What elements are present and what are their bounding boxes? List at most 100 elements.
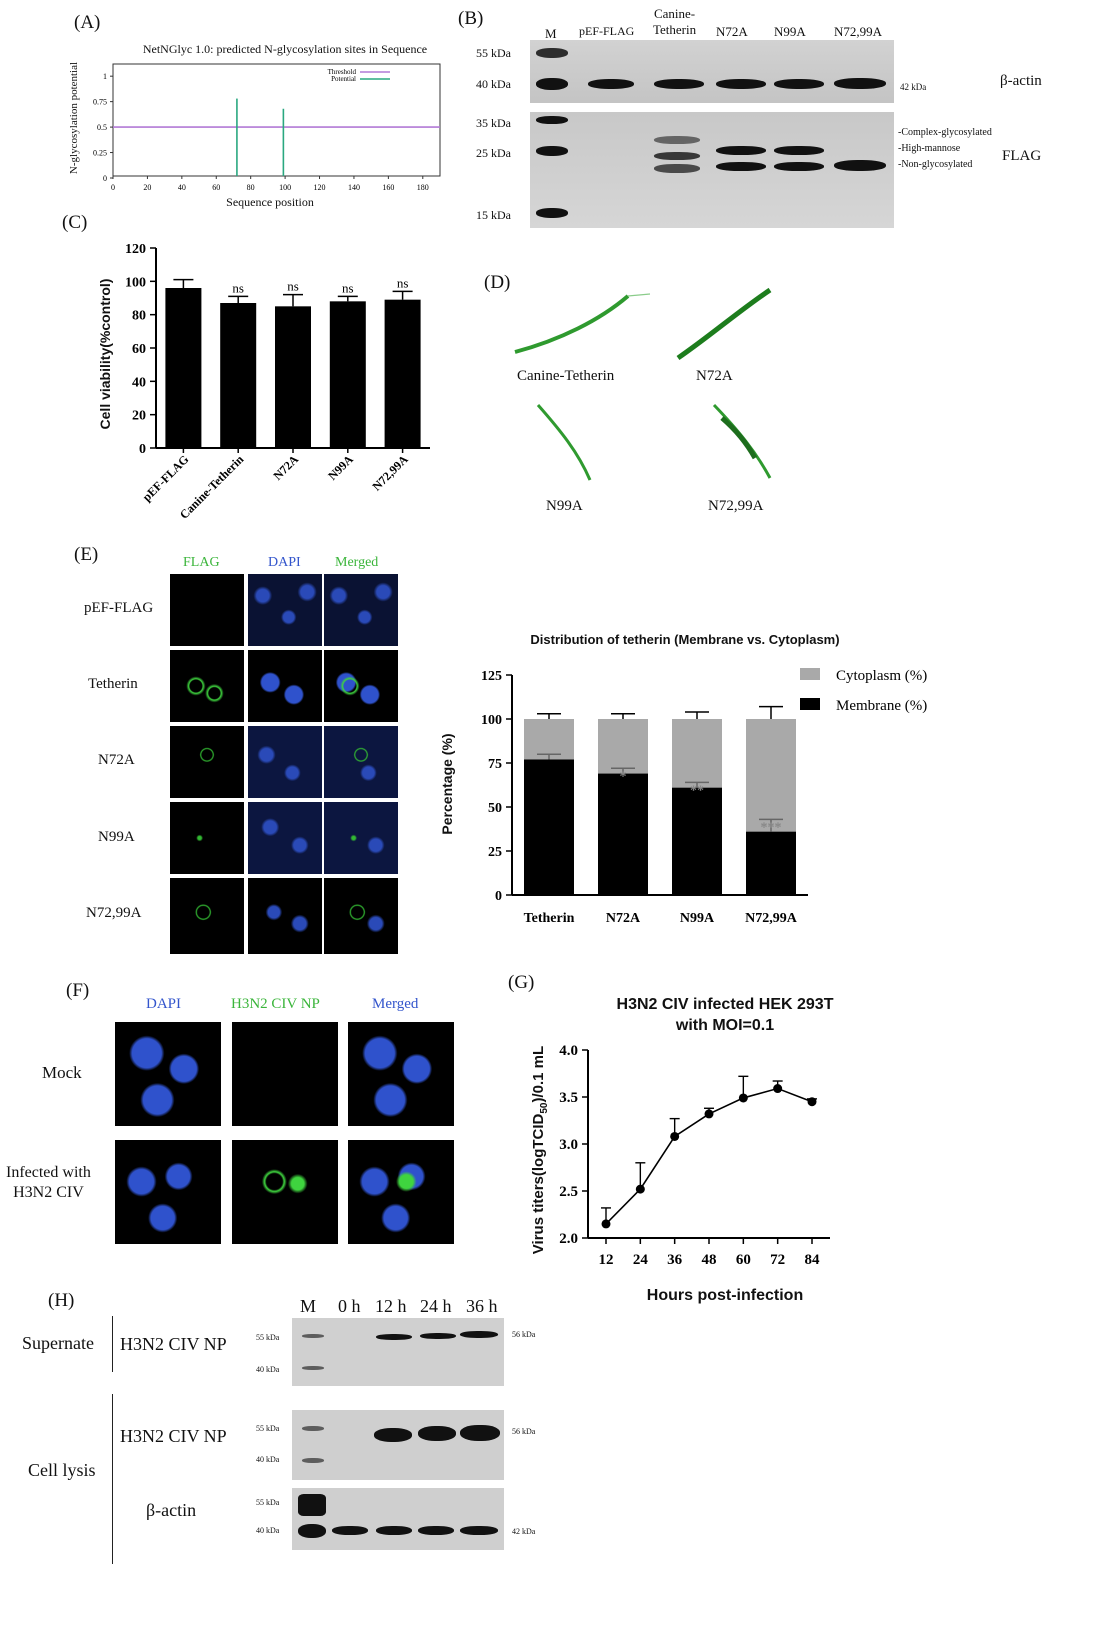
a-xtick-label: 20 [143, 183, 151, 192]
panel-a-label: (A) [74, 12, 101, 33]
c-sig-label: ns [287, 279, 299, 294]
e-img-n7299a-merged [324, 878, 398, 954]
legend-threshold: Threshold [328, 68, 357, 76]
e-img-n7299a-flag [170, 878, 244, 954]
f-col-merged: Merged [372, 996, 419, 1012]
e-col-dapi: DAPI [268, 555, 301, 570]
chart-e-ylabel: Percentage (%) [439, 733, 455, 835]
h-np-label-2: H3N2 CIV NP [120, 1426, 227, 1446]
g-point [807, 1097, 817, 1107]
f-img-inf-np [232, 1140, 338, 1244]
e-sig-label: ** [690, 783, 704, 798]
e-row-4: N72,99A [86, 905, 142, 921]
e-row-2: N72A [98, 752, 135, 768]
panel-a-title: NetNGlyc 1.0: predicted N-glycosylation … [142, 42, 428, 56]
lane-label-m: M [545, 26, 557, 41]
chart-c: 020406080100120pEF-FLAGnsCanine-Tetherin… [125, 242, 430, 522]
g-xtick-label: 48 [702, 1252, 717, 1268]
h-blot-lysis-actin [292, 1488, 504, 1550]
c-sig-label: ns [232, 280, 244, 295]
panel-f-label: (F) [66, 980, 90, 1001]
chart-g-xlabel: Hours post-infection [646, 1287, 804, 1304]
a-xtick-label: 40 [178, 183, 186, 192]
f-img-mock-merged [348, 1022, 454, 1126]
a-xtick-label: 100 [279, 183, 291, 192]
h-actin-label: β-actin [146, 1500, 197, 1520]
c-ytick-label: 40 [132, 375, 146, 390]
f-col-np: H3N2 CIV NP [231, 996, 320, 1012]
h-lane-24h: 24 h [420, 1296, 452, 1316]
flag-label: FLAG [1002, 148, 1042, 164]
structure-n72a [676, 287, 772, 361]
e-img-n72a-flag [170, 726, 244, 798]
g-point [670, 1131, 680, 1141]
e-bar-cytoplasm [524, 719, 574, 760]
e-bar-membrane [746, 831, 796, 895]
chart-c-ylabel: Cell viability(%control) [97, 278, 113, 430]
lane-label-canine: Canine- Tetherin [653, 6, 697, 37]
c-bar [329, 301, 366, 448]
a-xtick-label: 80 [247, 183, 255, 192]
e-row-3: N99A [98, 829, 135, 845]
structure-label-n72a: N72A [696, 368, 733, 384]
e-ytick-label: 50 [488, 801, 502, 816]
c-xtick-label: pEF-FLAG [140, 452, 192, 504]
panel-a-ylabel: N-glycosylation potential [68, 61, 80, 175]
g-xtick-label: 36 [667, 1252, 683, 1268]
e-bar-cytoplasm [672, 719, 722, 788]
structure-label-n7299a: N72,99A [708, 498, 764, 514]
h-group-lysis: Cell lysis [28, 1460, 96, 1480]
ylabel-suffix: )/0.1 mL [530, 1045, 547, 1103]
marker-40: 40 kDa [476, 77, 511, 91]
panel-g-label: (G) [508, 972, 535, 993]
panel-c-label: (C) [62, 212, 88, 233]
e-ytick-label: 75 [488, 757, 502, 772]
h-group-supernate: Supernate [22, 1333, 94, 1353]
e-img-n72a-dapi [248, 726, 322, 798]
e-xtick-label: Tetherin [524, 911, 575, 926]
lane-label-n7299a: N72,99A [834, 24, 883, 39]
note-high-mannose: -High-mannose [898, 143, 961, 154]
c-ytick-label: 0 [139, 442, 146, 457]
h-m55-3: 55 kDa [256, 1498, 280, 1507]
c-ytick-label: 60 [132, 342, 146, 357]
c-ytick-label: 120 [125, 242, 146, 257]
e-img-pef-dapi [248, 574, 322, 646]
h-divider-2 [112, 1394, 113, 1564]
chart-g-ylabel: Virus titers(logTCID50)/0.1 mL [530, 1020, 550, 1280]
panel-h-label: (H) [48, 1290, 75, 1311]
a-ytick-label: 0.25 [93, 149, 107, 158]
a-xtick-label: 140 [348, 183, 360, 192]
chart-e: 0 25 50 75 100 125 Tetherin * N72A ** N99A *** N72,9… [481, 668, 927, 926]
e-img-tet-dapi [248, 650, 322, 722]
c-bar [220, 303, 257, 448]
h-lane-12h: 12 h [375, 1296, 407, 1316]
e-col-merged: Merged [335, 555, 379, 570]
panel-d-label: (D) [484, 272, 511, 293]
g-xtick-label: 60 [736, 1252, 751, 1268]
f-row-infected: Infected with H3N2 CIV [6, 1164, 91, 1201]
g-xtick-label: 84 [805, 1252, 821, 1268]
g-xtick-label: 72 [770, 1252, 785, 1268]
c-xtick-label: N72A [270, 452, 301, 483]
e-bar-membrane [598, 773, 648, 895]
e-row-1: Tetherin [88, 676, 138, 692]
e-img-n7299a-dapi [248, 878, 322, 954]
panel-b-label: (B) [458, 8, 484, 29]
g-point [773, 1084, 783, 1094]
ylabel-sub: 50 [539, 1102, 550, 1114]
legend-swatch-cytoplasm [800, 668, 820, 680]
g-point [704, 1109, 714, 1119]
a-xtick-label: 120 [314, 183, 326, 192]
c-bar [275, 306, 311, 448]
structure-images [514, 287, 772, 481]
g-point [738, 1093, 748, 1103]
c-bar [384, 299, 421, 448]
g-point [601, 1219, 611, 1229]
lane-label-pef: pEF-FLAG [579, 24, 635, 38]
h-lane-0h: 0 h [338, 1296, 361, 1316]
e-img-tet-merged [324, 650, 398, 722]
e-img-n72a-merged [324, 726, 398, 798]
f-img-inf-merged [348, 1140, 454, 1244]
lane-label-n99a: N99A [774, 24, 806, 39]
